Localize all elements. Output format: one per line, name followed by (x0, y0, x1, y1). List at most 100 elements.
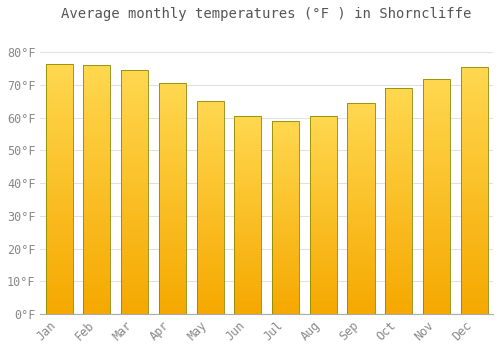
Bar (84, 224, 110, 230)
Bar (196, 225, 224, 229)
Bar (423, 281, 450, 286)
Bar (423, 78, 450, 83)
Bar (159, 171, 186, 176)
Bar (121, 236, 148, 241)
Bar (159, 185, 186, 189)
Bar (460, 136, 488, 141)
Bar (272, 160, 299, 163)
Bar (385, 278, 412, 282)
Bar (385, 215, 412, 219)
Bar (196, 254, 224, 259)
Bar (423, 163, 450, 168)
Bar (196, 195, 224, 199)
Bar (84, 254, 110, 259)
Bar (460, 225, 488, 230)
Bar (46, 164, 73, 169)
Bar (46, 249, 73, 254)
Bar (348, 238, 374, 242)
Bar (159, 83, 186, 88)
Bar (272, 283, 299, 287)
Bar (460, 67, 488, 314)
Bar (46, 209, 73, 214)
Bar (234, 310, 262, 314)
Bar (121, 124, 148, 129)
Bar (310, 195, 337, 199)
Bar (385, 246, 412, 251)
Bar (121, 211, 148, 217)
Bar (84, 294, 110, 299)
Bar (121, 251, 148, 256)
Bar (460, 304, 488, 309)
Bar (423, 187, 450, 191)
Bar (348, 301, 374, 306)
Bar (159, 259, 186, 263)
Bar (310, 140, 337, 144)
Bar (348, 191, 374, 196)
Bar (159, 125, 186, 130)
Bar (272, 194, 299, 198)
Bar (423, 272, 450, 276)
Bar (272, 275, 299, 279)
Bar (385, 165, 412, 169)
Bar (310, 116, 337, 314)
Bar (84, 70, 110, 76)
Bar (46, 274, 73, 279)
Bar (348, 221, 374, 225)
Bar (46, 299, 73, 304)
Bar (159, 102, 186, 106)
Bar (348, 263, 374, 267)
Bar (460, 309, 488, 314)
Bar (385, 97, 412, 102)
Bar (234, 172, 262, 175)
Bar (46, 184, 73, 189)
Bar (272, 302, 299, 306)
Bar (272, 237, 299, 240)
Bar (196, 267, 224, 271)
Bar (348, 246, 374, 251)
Bar (46, 224, 73, 229)
Bar (46, 234, 73, 239)
Bar (196, 241, 224, 246)
Bar (348, 196, 374, 200)
Bar (234, 168, 262, 172)
Bar (310, 203, 337, 207)
Bar (159, 226, 186, 231)
Bar (460, 151, 488, 156)
Bar (348, 204, 374, 209)
Bar (46, 114, 73, 119)
Bar (121, 134, 148, 139)
Bar (196, 293, 224, 297)
Bar (272, 295, 299, 299)
Bar (310, 223, 337, 227)
Bar (272, 256, 299, 260)
Bar (46, 79, 73, 84)
Bar (121, 75, 148, 80)
Bar (310, 124, 337, 128)
Bar (385, 241, 412, 246)
Bar (46, 69, 73, 74)
Bar (234, 258, 262, 262)
Bar (196, 165, 224, 169)
Bar (272, 179, 299, 183)
Bar (234, 215, 262, 219)
Bar (46, 134, 73, 139)
Bar (460, 72, 488, 77)
Bar (196, 229, 224, 233)
Bar (272, 221, 299, 225)
Bar (46, 124, 73, 129)
Bar (423, 88, 450, 93)
Bar (121, 177, 148, 182)
Bar (196, 309, 224, 314)
Bar (84, 215, 110, 219)
Bar (46, 84, 73, 89)
Bar (385, 160, 412, 165)
Bar (196, 106, 224, 110)
Bar (121, 85, 148, 90)
Bar (310, 183, 337, 187)
Bar (310, 211, 337, 215)
Bar (310, 310, 337, 314)
Bar (310, 306, 337, 310)
Bar (348, 217, 374, 221)
Bar (196, 102, 224, 106)
Bar (196, 237, 224, 241)
